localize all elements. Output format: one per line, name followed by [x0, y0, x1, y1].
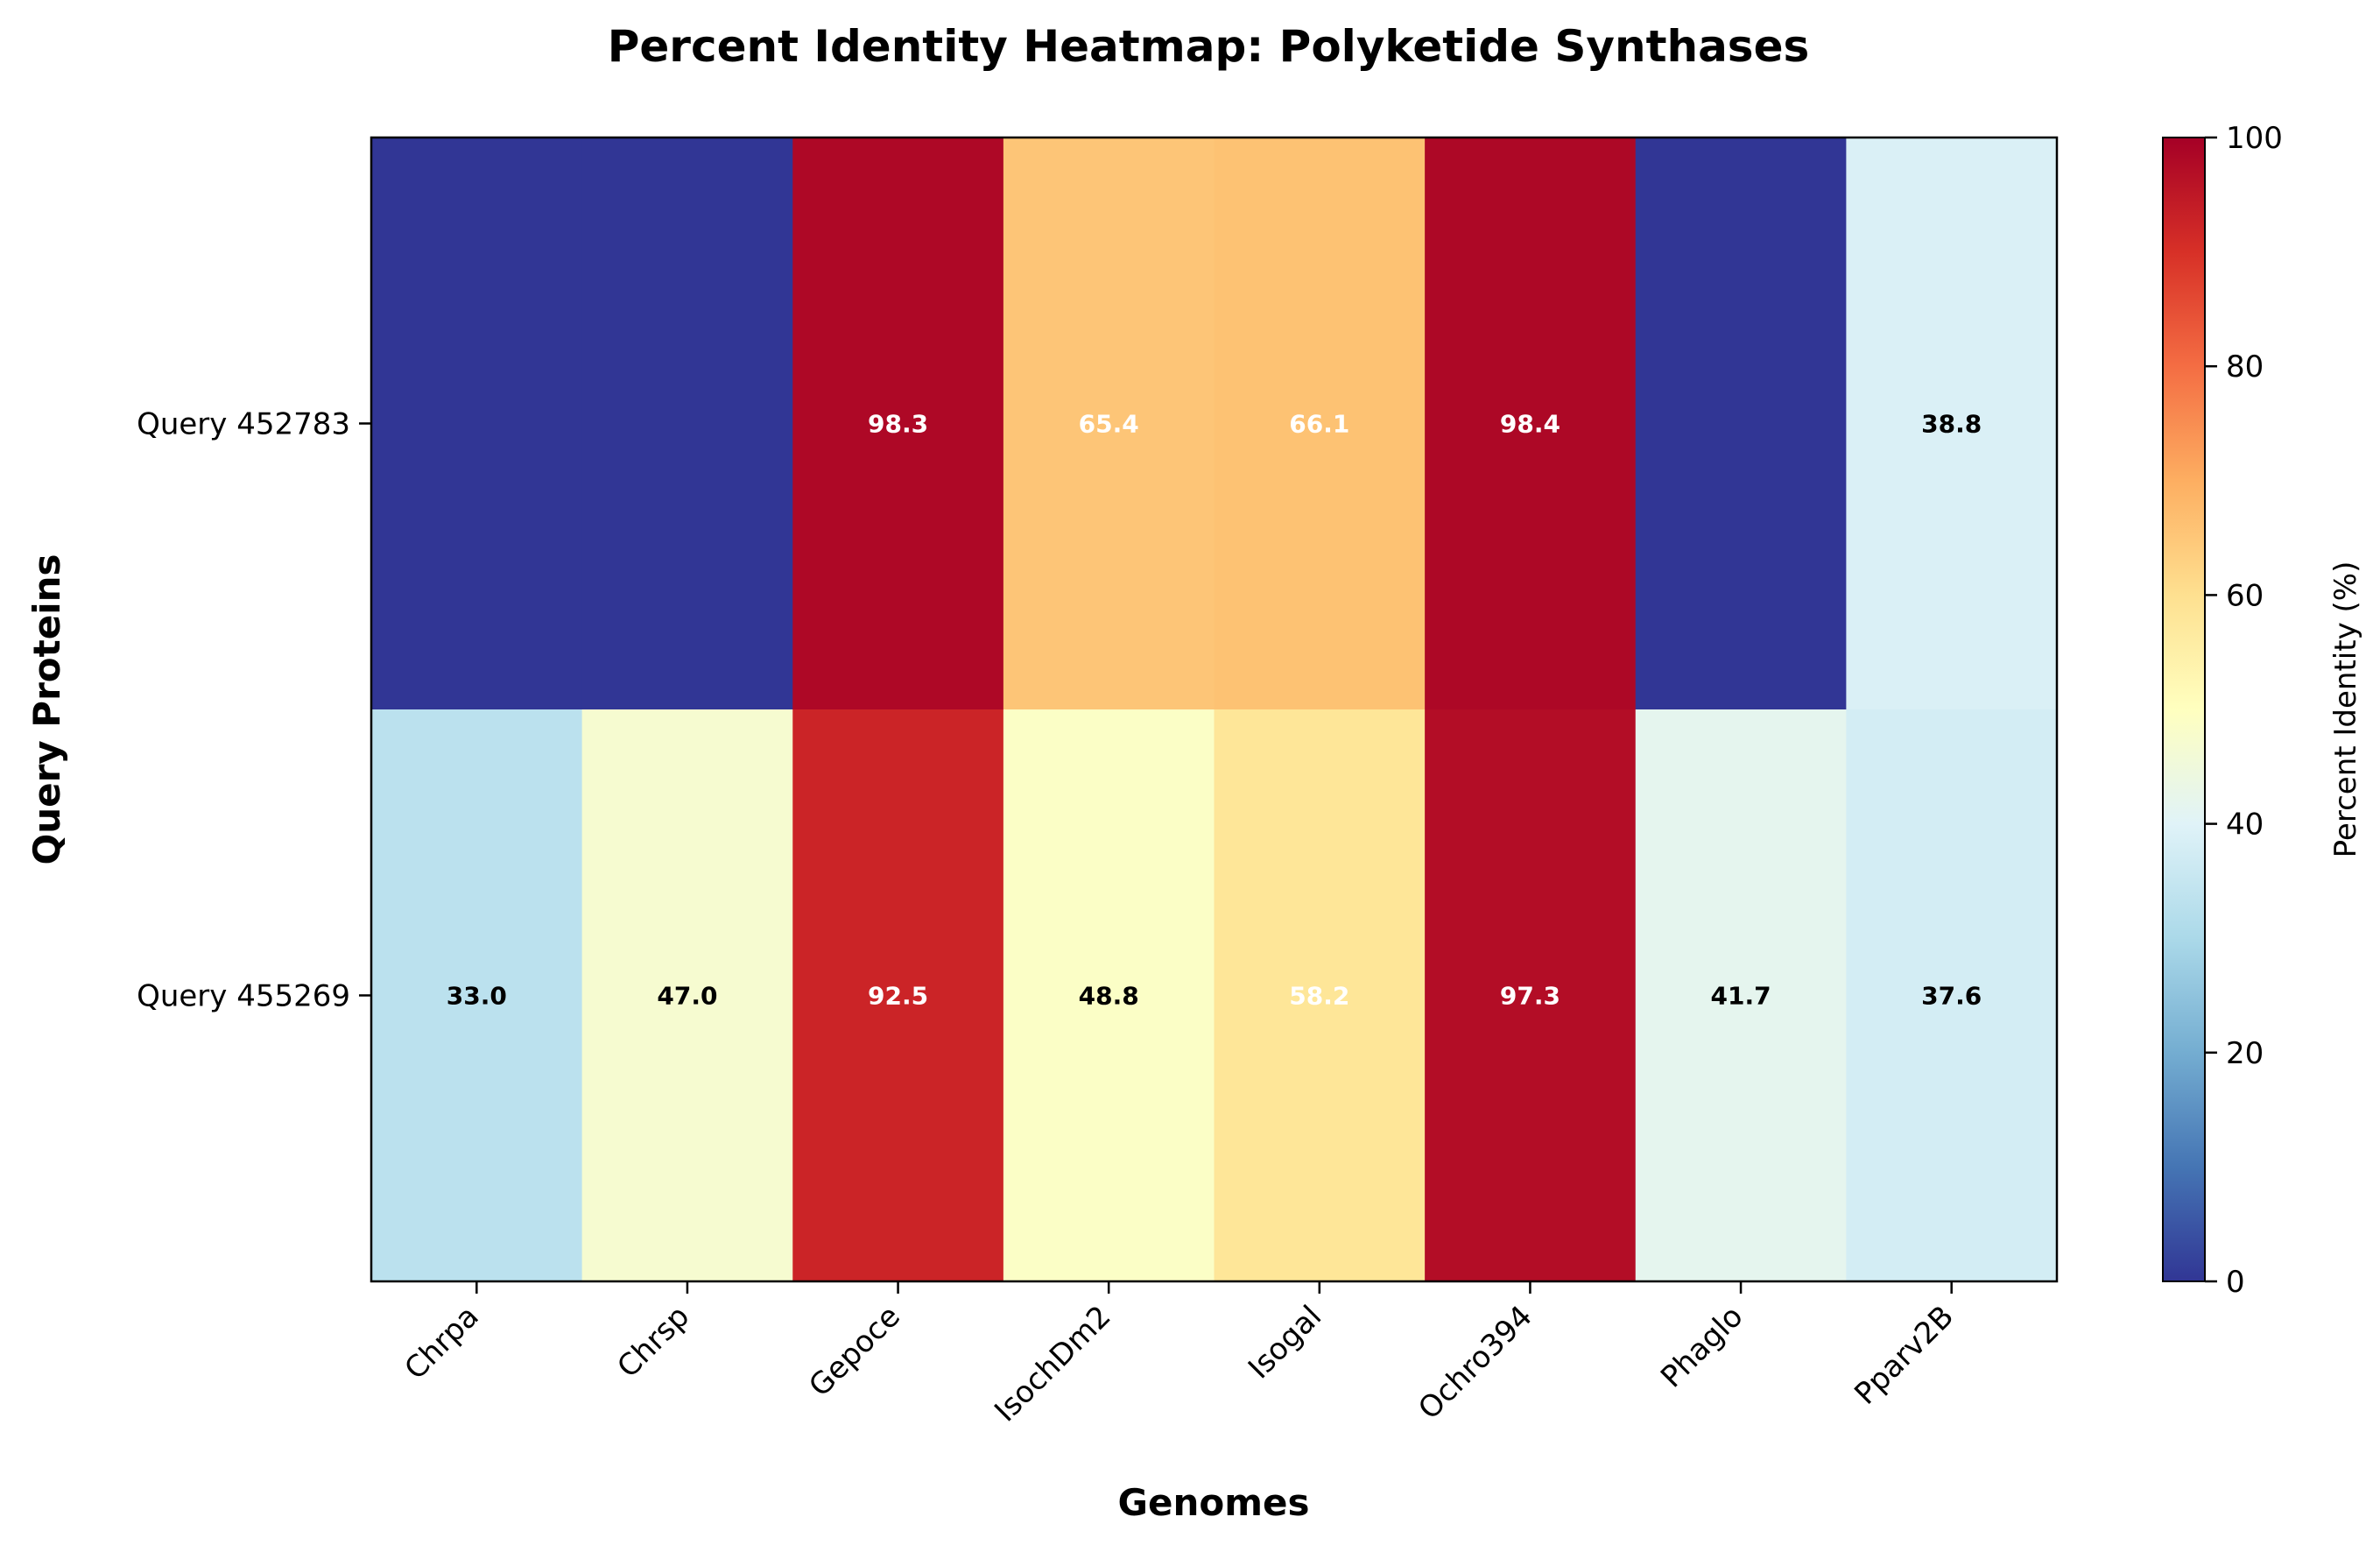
colorbar [2162, 137, 2206, 1282]
cell-value-label: 98.3 [868, 410, 928, 439]
colorbar-tick-label: 100 [2226, 121, 2283, 156]
x-axis-label: Genomes [1118, 1481, 1310, 1524]
heatmap-cell [1425, 709, 1637, 1282]
colorbar-tick-label: 20 [2226, 1036, 2264, 1071]
colorbar-ticks: 0 20 40 60 80 100 [2205, 121, 2283, 1300]
y-tick-label: Query 452783 [137, 407, 350, 442]
cell-value-label: 65.4 [1079, 410, 1139, 439]
colorbar-tick-label: 0 [2226, 1265, 2245, 1300]
colorbar-tick-label: 40 [2226, 808, 2264, 843]
heatmap-cells [371, 138, 2058, 1282]
cell-value-label: 97.3 [1500, 982, 1560, 1011]
x-tick-label: Phaglo [1654, 1299, 1750, 1394]
x-tick-label: Ochro394 [1412, 1299, 1539, 1427]
heatmap-cell [1214, 138, 1426, 710]
cell-value-label: 66.1 [1289, 410, 1349, 439]
heatmap-cell [371, 709, 583, 1282]
colorbar-tick-label: 80 [2226, 349, 2264, 384]
x-tick-label: Gepoce [802, 1299, 907, 1404]
cell-value-label: 92.5 [868, 982, 928, 1011]
heatmap-cell [371, 138, 583, 710]
colorbar-tick-label: 60 [2226, 578, 2264, 613]
plot-frame [370, 136, 2059, 1283]
heatmap-cell [1635, 709, 1847, 1282]
cell-value-label: 38.8 [1921, 410, 1982, 439]
cell-value-label: 33.0 [447, 982, 507, 1011]
cell-value-label: 47.0 [657, 982, 717, 1011]
x-tick-label: IsochDm2 [988, 1299, 1117, 1429]
x-axis-ticks: Chrpa Chrsp Gepoce IsochDm2 Isogal Ochro394 Ph… [398, 1281, 1961, 1429]
cell-value-label: 98.4 [1500, 410, 1560, 439]
heatmap-cell [581, 138, 793, 710]
heatmap-cell [1425, 138, 1637, 710]
chart-title: Percent Identity Heatmap: Polyketide Syn… [608, 21, 1810, 72]
y-axis-ticks: Query 452783 Query 455269 [137, 407, 371, 1014]
heatmap-cell [1003, 709, 1215, 1282]
y-axis-label: Query Proteins [25, 554, 68, 864]
cell-value-label: 37.6 [1921, 982, 1982, 1011]
heatmap-cell [1846, 138, 2058, 710]
cell-value-label: 48.8 [1079, 982, 1139, 1011]
heatmap-cell-labels: 98.3 65.4 66.1 98.4 38.8 33.0 47.0 92.5 48.8 58.2… [447, 410, 1982, 1011]
heatmap-cell [1635, 138, 1847, 710]
x-tick-label: Isogal [1242, 1299, 1328, 1386]
heatmap-cell [792, 709, 1004, 1282]
x-tick-label: Pparv2B [1848, 1299, 1961, 1412]
heatmap-cell [1003, 138, 1215, 710]
x-tick-label: Chrsp [610, 1299, 696, 1385]
cell-value-label: 58.2 [1289, 982, 1349, 1011]
y-tick-label: Query 455269 [137, 979, 350, 1014]
heatmap-cell [792, 138, 1004, 710]
cell-value-label: 41.7 [1711, 982, 1771, 1011]
heatmap-cell [1846, 709, 2058, 1282]
x-tick-label: Chrpa [398, 1299, 485, 1386]
heatmap-cell [581, 709, 793, 1282]
colorbar-label: Percent Identity (%) [2328, 561, 2363, 858]
heatmap-cell [1214, 709, 1426, 1282]
